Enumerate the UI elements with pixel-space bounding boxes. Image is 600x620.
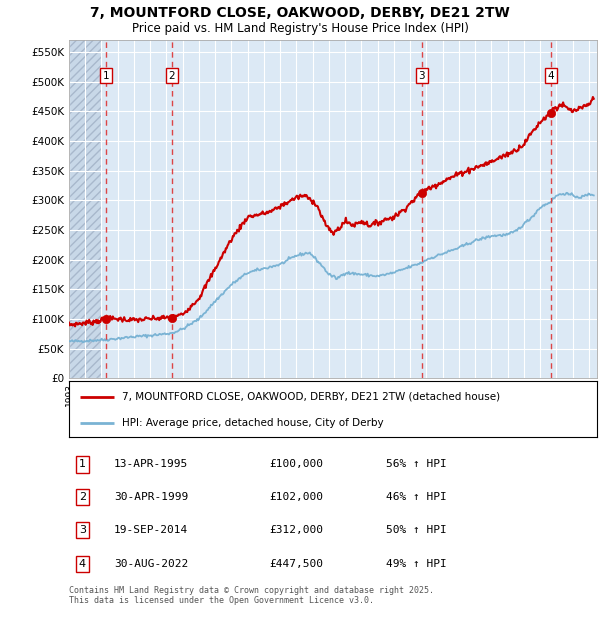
Text: 7, MOUNTFORD CLOSE, OAKWOOD, DERBY, DE21 2TW (detached house): 7, MOUNTFORD CLOSE, OAKWOOD, DERBY, DE21… bbox=[122, 392, 500, 402]
Text: 1: 1 bbox=[79, 459, 86, 469]
Text: 30-AUG-2022: 30-AUG-2022 bbox=[114, 559, 188, 569]
Bar bbox=[69, 40, 101, 378]
Text: Contains HM Land Registry data © Crown copyright and database right 2025.
This d: Contains HM Land Registry data © Crown c… bbox=[69, 586, 434, 605]
Text: Price paid vs. HM Land Registry's House Price Index (HPI): Price paid vs. HM Land Registry's House … bbox=[131, 22, 469, 35]
Text: 46% ↑ HPI: 46% ↑ HPI bbox=[386, 492, 446, 502]
Text: 30-APR-1999: 30-APR-1999 bbox=[114, 492, 188, 502]
Text: 56% ↑ HPI: 56% ↑ HPI bbox=[386, 459, 446, 469]
Text: 4: 4 bbox=[79, 559, 86, 569]
Text: HPI: Average price, detached house, City of Derby: HPI: Average price, detached house, City… bbox=[122, 418, 383, 428]
Text: 4: 4 bbox=[548, 71, 554, 81]
Text: 19-SEP-2014: 19-SEP-2014 bbox=[114, 525, 188, 535]
Text: 1: 1 bbox=[103, 71, 109, 81]
Text: 7, MOUNTFORD CLOSE, OAKWOOD, DERBY, DE21 2TW: 7, MOUNTFORD CLOSE, OAKWOOD, DERBY, DE21… bbox=[90, 6, 510, 20]
Text: 2: 2 bbox=[79, 492, 86, 502]
Text: £100,000: £100,000 bbox=[269, 459, 323, 469]
Bar bbox=[101, 40, 597, 378]
Text: 49% ↑ HPI: 49% ↑ HPI bbox=[386, 559, 446, 569]
Text: 3: 3 bbox=[79, 525, 86, 535]
Text: 50% ↑ HPI: 50% ↑ HPI bbox=[386, 525, 446, 535]
Text: £312,000: £312,000 bbox=[269, 525, 323, 535]
Text: 2: 2 bbox=[169, 71, 175, 81]
Text: £102,000: £102,000 bbox=[269, 492, 323, 502]
Text: £447,500: £447,500 bbox=[269, 559, 323, 569]
Text: 13-APR-1995: 13-APR-1995 bbox=[114, 459, 188, 469]
Text: 3: 3 bbox=[419, 71, 425, 81]
